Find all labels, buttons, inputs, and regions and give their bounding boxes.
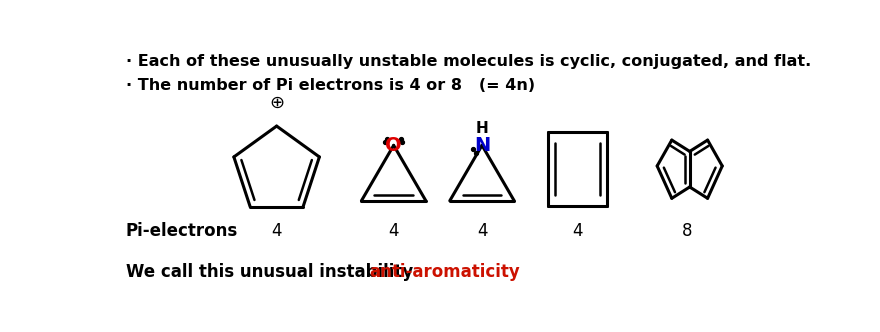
Text: 4: 4 — [572, 222, 583, 240]
Text: We call this unusual instability: We call this unusual instability — [126, 263, 419, 282]
Text: 4: 4 — [477, 222, 488, 240]
Text: 8: 8 — [682, 222, 693, 240]
Text: H: H — [475, 121, 488, 136]
Text: · Each of these unusually unstable molecules is cyclic, conjugated, and flat.: · Each of these unusually unstable molec… — [126, 54, 810, 69]
Text: anti-aromaticity: anti-aromaticity — [370, 263, 520, 282]
Text: O: O — [385, 136, 402, 155]
Text: 4: 4 — [388, 222, 399, 240]
Text: 4: 4 — [271, 222, 282, 240]
Text: Pi-electrons: Pi-electrons — [126, 222, 238, 240]
Text: ⊕: ⊕ — [269, 94, 284, 112]
Text: N: N — [473, 136, 490, 155]
Text: · The number of Pi electrons is 4 or 8   (= 4n): · The number of Pi electrons is 4 or 8 (… — [126, 78, 535, 93]
